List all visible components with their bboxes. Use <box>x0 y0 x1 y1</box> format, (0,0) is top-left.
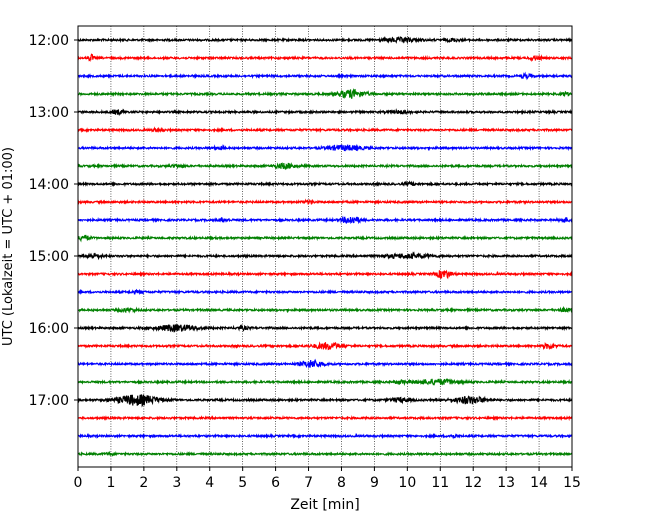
y-tick-label-2: 14:00 <box>29 177 69 193</box>
trace-1245 <box>77 87 573 99</box>
x-tick-label-5: 5 <box>238 475 247 491</box>
y-axis: 12:00 13:00 14:00 15:00 16:00 17:00 <box>29 33 78 409</box>
trace-1330 <box>77 143 573 152</box>
x-tick-label-10: 10 <box>398 475 416 491</box>
trace-1445 <box>77 234 573 243</box>
y-axis-label: UTC (Lokalzeit = UTC + 01:00) <box>1 147 16 346</box>
y-tick-label-4: 16:00 <box>29 321 69 337</box>
x-axis: 0 1 2 3 4 5 6 7 8 9 10 11 12 13 14 15 <box>74 467 581 491</box>
y-tick-label-5: 17:00 <box>29 393 69 409</box>
trace-1430 <box>77 215 573 225</box>
trace-1300 <box>77 108 573 116</box>
y-tick-label-0: 12:00 <box>29 33 69 49</box>
x-tick-label-1: 1 <box>106 475 115 491</box>
x-tick-label-7: 7 <box>304 475 313 491</box>
x-tick-label-11: 11 <box>431 475 449 491</box>
x-tick-label-4: 4 <box>205 475 214 491</box>
trace-1715 <box>77 414 573 422</box>
trace-group <box>77 35 573 458</box>
trace-1530 <box>77 288 573 296</box>
x-axis-label: Zeit [min] <box>290 497 359 513</box>
x-tick-label-3: 3 <box>172 475 181 491</box>
trace-1745 <box>77 450 573 458</box>
trace-1315 <box>77 126 573 134</box>
trace-1615 <box>77 341 573 351</box>
trace-1500 <box>77 251 573 261</box>
x-tick-label-6: 6 <box>271 475 280 491</box>
trace-1400 <box>77 180 573 188</box>
trace-1415 <box>77 198 573 206</box>
trace-1545 <box>77 305 573 314</box>
y-tick-label-3: 15:00 <box>29 249 69 265</box>
grid-lines <box>110 26 540 467</box>
x-tick-label-0: 0 <box>74 475 83 491</box>
trace-1600 <box>77 323 573 333</box>
trace-1730 <box>77 432 573 440</box>
x-tick-label-2: 2 <box>139 475 148 491</box>
trace-1345 <box>77 162 573 171</box>
trace-1230 <box>77 71 573 81</box>
trace-1515 <box>77 269 573 280</box>
x-tick-label-15: 15 <box>563 475 581 491</box>
trace-1700 <box>77 394 573 408</box>
trace-1645 <box>77 378 573 387</box>
y-tick-label-1: 13:00 <box>29 105 69 121</box>
x-tick-label-9: 9 <box>370 475 379 491</box>
trace-1630 <box>77 358 573 369</box>
trace-1215 <box>77 53 573 63</box>
x-tick-label-12: 12 <box>464 475 482 491</box>
plot-frame <box>77 25 573 468</box>
x-tick-label-13: 13 <box>497 475 515 491</box>
x-tick-label-8: 8 <box>337 475 346 491</box>
x-tick-label-14: 14 <box>530 475 548 491</box>
trace-1200 <box>77 35 573 44</box>
